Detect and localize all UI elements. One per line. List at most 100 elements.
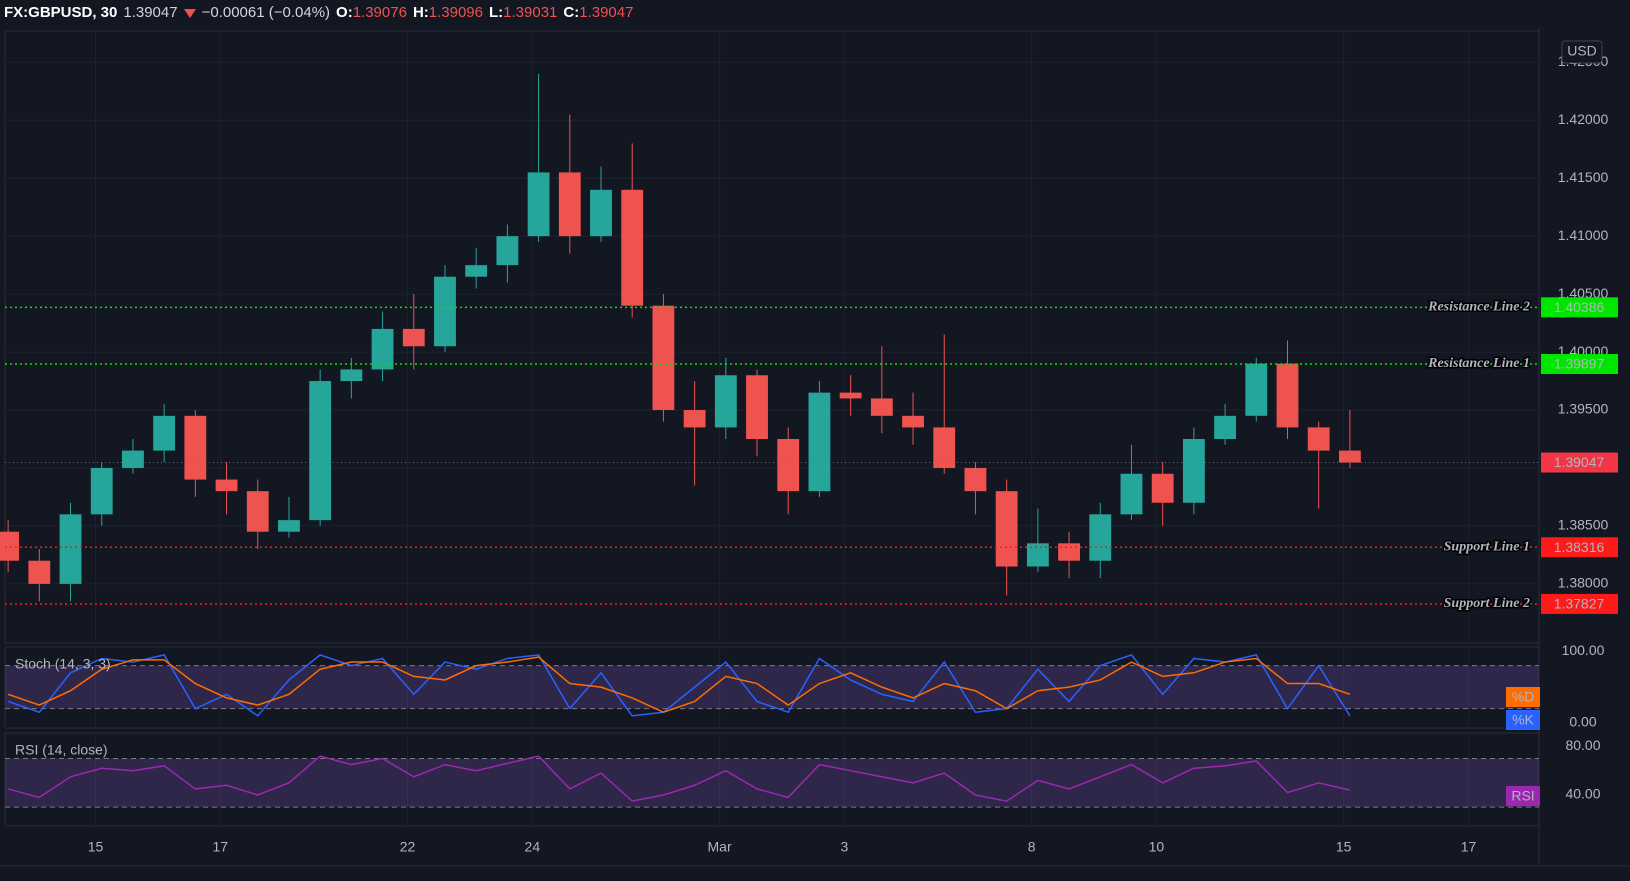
last: 1.39047: [123, 4, 178, 21]
y-tick-label: 100.00: [1562, 642, 1605, 658]
legend-label: RSI: [1511, 788, 1534, 804]
candle-body: [0, 531, 20, 561]
level-value: 1.37827: [1554, 596, 1605, 612]
ohlc-value: 1.39031: [503, 4, 558, 21]
ohlc-item: O:1.39076: [336, 4, 407, 21]
candle-body: [558, 172, 581, 237]
level-name: Support Line 1: [1444, 539, 1530, 554]
y-tick-label: 1.38500: [1558, 517, 1609, 533]
header: FX:GBPUSD, 30 1.39047 −0.00061 (−0.04%) …: [4, 4, 633, 21]
band-fill: [5, 758, 1539, 808]
candle-body: [839, 392, 862, 399]
indicator-line: [7, 755, 1351, 802]
legend-box: [1506, 710, 1540, 730]
candle-body: [184, 415, 207, 480]
candle-body: [746, 375, 768, 439]
y-tick-label: 0.00: [1569, 714, 1596, 730]
candle-body: [1307, 427, 1330, 451]
ohlc-label: O:: [336, 4, 353, 21]
candle-body: [1026, 543, 1049, 567]
unit-label: USD: [1567, 43, 1597, 59]
candle-body: [1245, 363, 1268, 416]
candle-body: [496, 236, 519, 266]
ohlc-value: 1.39076: [352, 4, 407, 21]
ohlc-value: 1.39047: [579, 4, 634, 21]
level-box: [1541, 297, 1618, 318]
candle-body: [90, 467, 113, 515]
candle-body: [1276, 363, 1299, 428]
candle-body: [465, 265, 488, 277]
level-name: Support Line 2: [1444, 596, 1530, 611]
pane-title: RSI (14, close): [15, 742, 108, 758]
ohlc-label: C:: [563, 4, 580, 21]
candle-body: [995, 491, 1018, 567]
ohlc-item: C:1.39047: [563, 4, 633, 21]
level-value: 1.38316: [1554, 539, 1605, 555]
candle-body: [434, 276, 456, 347]
candle-body: [902, 415, 924, 428]
change: −0.00061 (−0.04%): [201, 4, 331, 21]
level-value: 1.40386: [1554, 299, 1605, 315]
x-tick-label: 3: [840, 839, 848, 855]
y-tick-label: 80.00: [1565, 737, 1600, 753]
legend-box: [1506, 786, 1540, 806]
x-tick-label: 15: [1336, 839, 1352, 855]
ohlc-value: 1.39096: [428, 4, 483, 21]
ohlc-label: H:: [412, 4, 429, 21]
x-tick-label: Mar: [708, 839, 732, 855]
candle-body: [278, 520, 300, 532]
down-arrow: [183, 8, 196, 18]
y-tick-label: 40.00: [1565, 786, 1600, 802]
unit-box: [1561, 40, 1603, 64]
candle-body: [59, 514, 82, 584]
candle-body: [527, 172, 550, 237]
x-tick-label: 22: [400, 839, 416, 855]
last-price-label: 1.39047: [1554, 454, 1605, 470]
candle-body: [371, 328, 394, 370]
x-tick-label: 15: [88, 839, 104, 855]
candle-body: [933, 427, 956, 468]
candle-body: [1058, 543, 1080, 561]
y-tick-label: 1.42000: [1558, 111, 1609, 127]
x-tick-label: 8: [1028, 839, 1036, 855]
candle-body: [1338, 450, 1361, 463]
symbol: FX:GBPUSD, 30: [4, 4, 118, 21]
candle-body: [1089, 514, 1112, 561]
legend-label: %K: [1512, 712, 1534, 728]
candle-body: [964, 467, 987, 492]
candle-body: [1151, 473, 1174, 503]
candle-body: [808, 392, 831, 492]
candle-body: [309, 381, 332, 521]
candle-body: [870, 398, 893, 416]
pane-title: Stoch (14, 3, 3): [15, 656, 111, 672]
y-tick-label: 1.41500: [1558, 169, 1609, 185]
level-name: Resistance Line 1: [1427, 356, 1530, 371]
y-tick-label: 1.39500: [1558, 401, 1609, 417]
candle-body: [402, 328, 425, 347]
level-box: [1541, 537, 1618, 558]
ohlc-item: H:1.39096: [413, 4, 483, 21]
x-tick-label: 17: [213, 839, 229, 855]
candle-body: [340, 369, 363, 382]
candle-body: [683, 410, 706, 428]
indicator-line: [7, 654, 1351, 717]
candle-body: [777, 439, 800, 492]
candle-body: [652, 305, 675, 411]
candle-body: [246, 491, 269, 532]
indicator-line: [7, 656, 1351, 714]
x-tick-label: 24: [525, 839, 541, 855]
level-box: [1541, 354, 1618, 375]
band-fill: [5, 665, 1539, 709]
legend-box: [1506, 687, 1540, 707]
candle-body: [1214, 415, 1237, 439]
ohlc: O:1.39076 H:1.39096 L:1.39031 C:1.39047: [336, 4, 633, 21]
candle-body: [590, 189, 612, 237]
ohlc-label: L:: [489, 4, 504, 21]
candle-body: [1120, 473, 1143, 515]
level-name: Resistance Line 2: [1427, 300, 1530, 315]
candle-body: [714, 375, 737, 428]
y-tick-label: 1.38000: [1558, 575, 1609, 591]
candle-body: [1182, 439, 1205, 503]
x-tick-label: 17: [1461, 839, 1477, 855]
